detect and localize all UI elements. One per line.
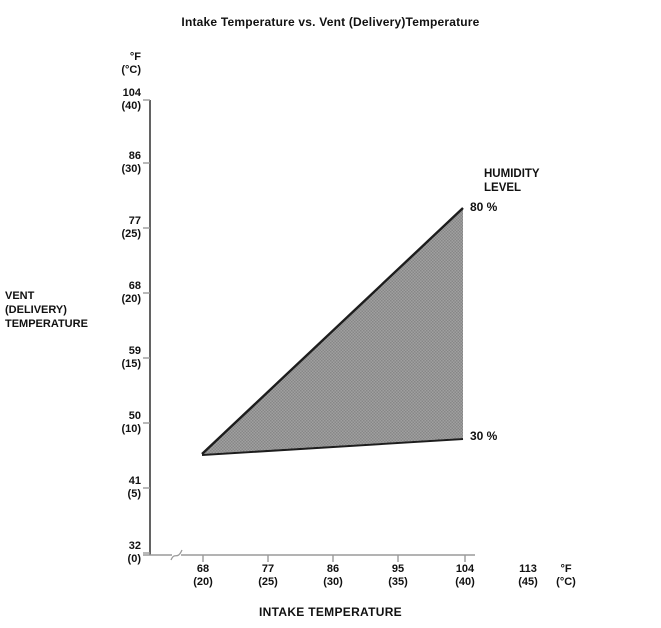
y-tick-label: 50 (10): [121, 410, 141, 435]
y-tick-label: 59 (15): [121, 345, 141, 370]
humidity-30-label: 30 %: [470, 429, 498, 443]
axis-break-icon: [170, 549, 183, 561]
y-axis-unit-c: (°C): [121, 64, 141, 76]
x-axis-unit: °F (°C): [540, 563, 592, 589]
x-tick-label: 68 (20): [193, 563, 213, 588]
y-tick-label: 68 (20): [121, 280, 141, 305]
y-axis-unit-f: °F: [129, 51, 141, 63]
x-axis-ticks: [202, 555, 466, 562]
x-tick-label: 113 (45): [518, 563, 538, 588]
x-tick-label: 95 (35): [388, 563, 408, 588]
x-tick-label: 104 (40): [455, 563, 475, 588]
y-axis-unit: °F (°C): [0, 51, 141, 77]
chart-title: Intake Temperature vs. Vent (Delivery)Te…: [181, 15, 480, 29]
humidity-30-line: [201, 438, 464, 456]
y-axis-ticks: [143, 99, 150, 554]
y-tick-label: 77 (25): [121, 215, 141, 240]
humidity-80-line: [201, 207, 464, 455]
y-tick-label: 41 (5): [127, 475, 141, 500]
humidity-legend-title: HUMIDITY LEVEL: [484, 168, 540, 194]
y-tick-label: 86 (30): [121, 150, 141, 175]
x-axis-title: INTAKE TEMPERATURE: [259, 605, 402, 619]
x-axis-unit-c: (°C): [556, 576, 576, 588]
humidity-80-label: 80 %: [470, 200, 498, 214]
y-axis-title: VENT (DELIVERY) TEMPERATURE: [5, 290, 88, 330]
x-tick-label: 86 (30): [323, 563, 343, 588]
y-tick-label: 32 (0): [127, 540, 141, 565]
x-axis-unit-f: °F: [560, 563, 572, 575]
y-tick-label: 104 (40): [121, 87, 141, 112]
x-tick-label: 77 (25): [258, 563, 278, 588]
